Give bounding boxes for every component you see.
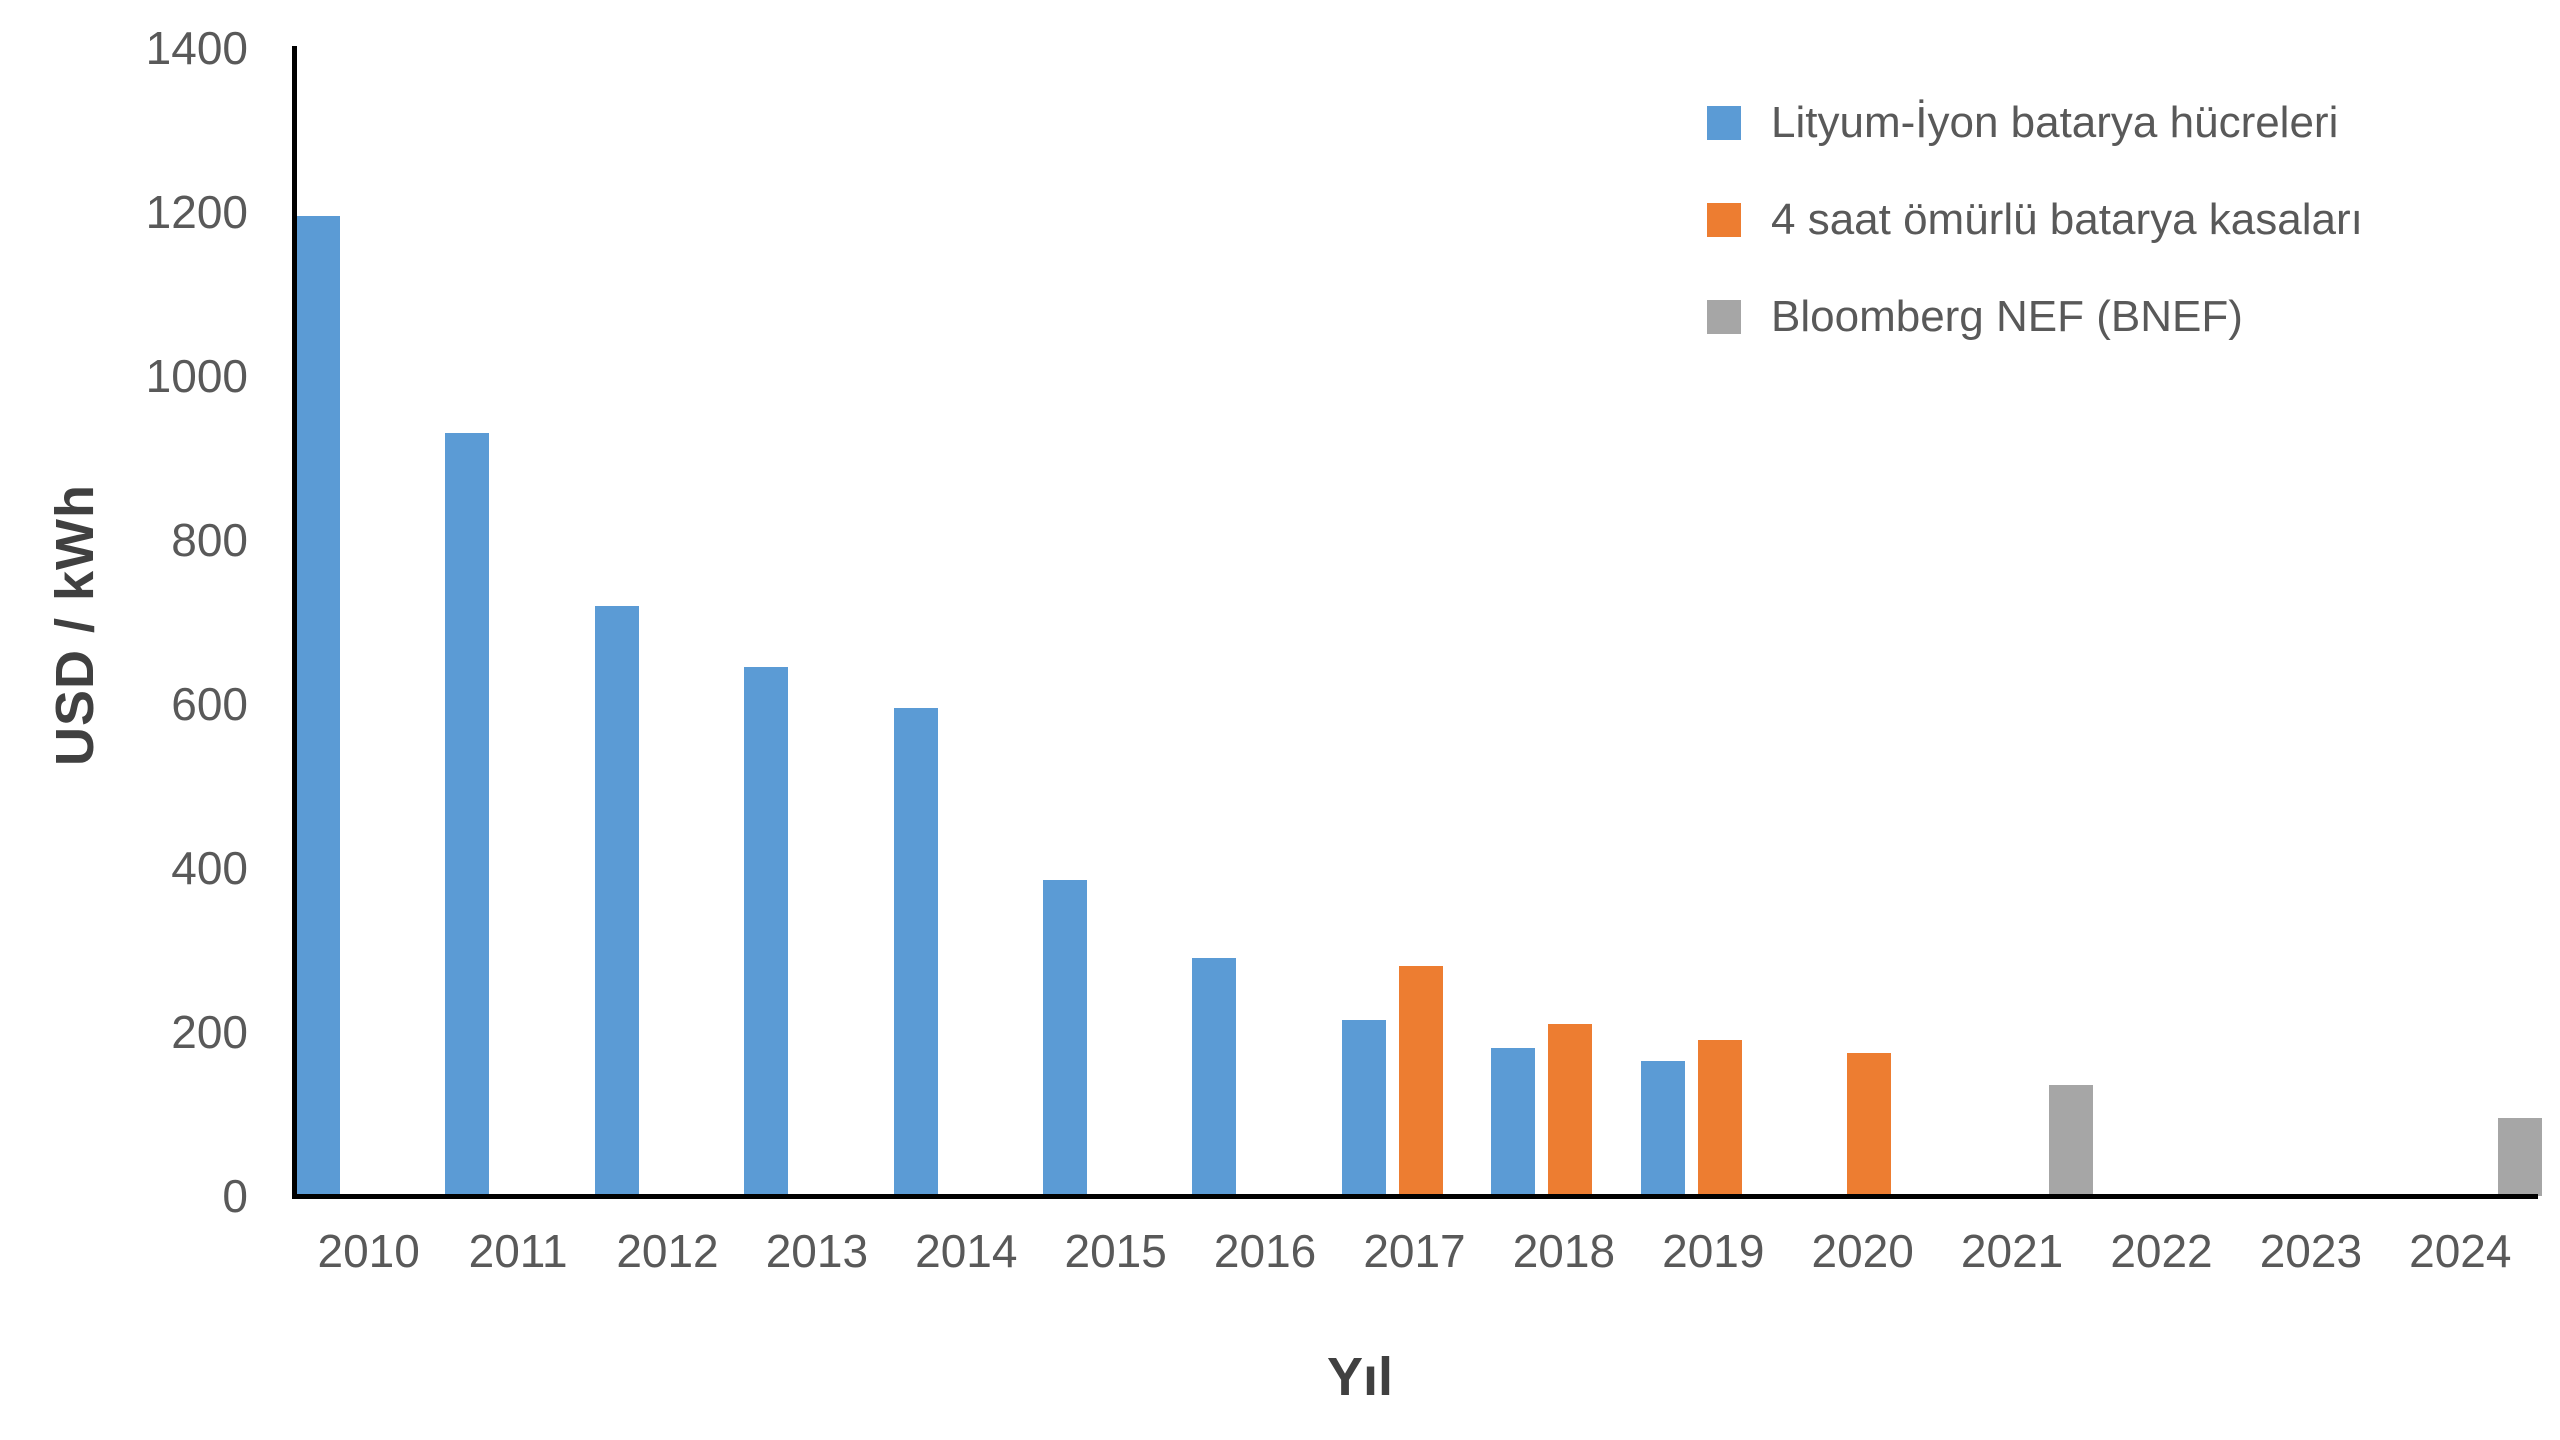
bar: [1043, 880, 1087, 1196]
y-tick-label: 1200: [145, 186, 248, 238]
bar: [893, 708, 938, 1196]
bar: [2497, 1118, 2542, 1196]
y-tick-label: 800: [171, 514, 248, 566]
x-tick-label: 2015: [1064, 1225, 1167, 1277]
legend-label: Lityum-İyon batarya hücreleri: [1771, 98, 2339, 147]
legend-item: 4 saat ömürlü batarya kasaları: [1707, 187, 2363, 253]
y-tick-label: 1000: [145, 350, 248, 402]
bar: [1398, 966, 1443, 1196]
bar: [1548, 1023, 1593, 1196]
bar: [594, 605, 639, 1196]
x-axis-title: Yıl: [1326, 1347, 1394, 1407]
x-tick-label: 2017: [1363, 1225, 1466, 1277]
bar: [1491, 1048, 1536, 1196]
x-tick-label: 2024: [2409, 1225, 2512, 1277]
x-tick-label: 2011: [468, 1225, 568, 1277]
x-tick-label: 2022: [2110, 1225, 2213, 1277]
x-tick-label: 2019: [1662, 1225, 1765, 1277]
bar: [1697, 1040, 1742, 1196]
x-tick-label: 2018: [1512, 1225, 1616, 1277]
bar: [296, 216, 340, 1196]
bar: [1640, 1060, 1685, 1196]
bar: [1341, 1019, 1386, 1196]
x-tick-label: 2013: [765, 1225, 869, 1277]
y-tick-label: 1400: [145, 22, 248, 74]
bar: [744, 667, 789, 1196]
y-tick-label: 400: [171, 842, 248, 894]
y-tick-label: 600: [171, 678, 248, 730]
x-tick-label: 2016: [1213, 1225, 1317, 1277]
y-axis-title: USD / kWh: [45, 484, 105, 767]
bar: [445, 433, 490, 1196]
x-tick-label: 2023: [2259, 1225, 2363, 1277]
legend-item: Lityum-İyon batarya hücreleri: [1707, 90, 2338, 156]
legend-item: Bloomberg NEF (BNEF): [1707, 284, 2243, 350]
legend-label: Bloomberg NEF (BNEF): [1771, 292, 2243, 341]
x-tick-label: 2014: [915, 1225, 1018, 1277]
legend-swatch-icon: [1707, 203, 1741, 237]
x-tick-label: 2021: [1960, 1225, 2064, 1277]
x-axis-line: [292, 1194, 2538, 1199]
y-axis-line: [292, 46, 297, 1198]
legend-label: 4 saat ömürlü batarya kasaları: [1771, 195, 2363, 244]
y-tick-label: 0: [222, 1170, 248, 1222]
legend-swatch-icon: [1707, 300, 1741, 334]
bar: [1847, 1052, 1891, 1196]
x-tick-label: 2010: [317, 1225, 420, 1277]
x-tick-label: 2012: [616, 1225, 719, 1277]
legend-swatch-icon: [1707, 106, 1741, 140]
y-tick-label: 200: [171, 1006, 248, 1058]
bar: [1192, 958, 1237, 1196]
bar: [2049, 1085, 2094, 1196]
x-tick-label: 2020: [1811, 1225, 1914, 1277]
